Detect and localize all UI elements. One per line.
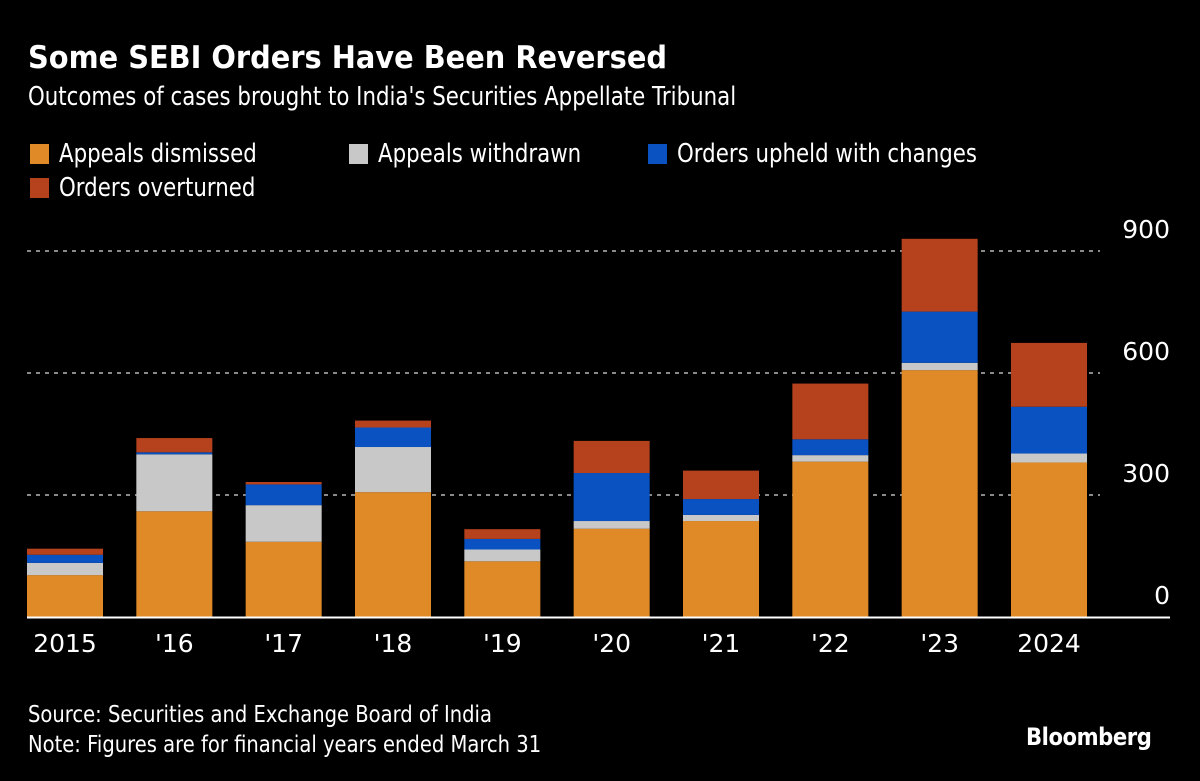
x-tick-label-0: 2015: [33, 629, 97, 658]
bar-segment-orders-overturned-1: [136, 438, 213, 453]
bar-group-0: [27, 548, 103, 617]
bar-group-1: [136, 438, 213, 617]
legend-item-appeals-dismissed: Appeals dismissed: [30, 139, 327, 169]
legend-row-2: Orders overturned: [30, 171, 1030, 205]
bar-segment-appeals-withdrawn-4: [464, 549, 541, 562]
bar-segment-orders-overturned-0: [27, 548, 103, 555]
y-tick-label-900: 900: [1122, 215, 1170, 244]
bar-segment-orders-upheld-with-changes-7: [792, 439, 869, 456]
y-tick-label-600: 600: [1122, 337, 1170, 366]
bar-segment-orders-overturned-2: [245, 481, 322, 485]
bar-segment-appeals-withdrawn-0: [27, 562, 103, 576]
x-tick-label-3: '18: [374, 629, 413, 658]
bar-segment-appeals-dismissed-6: [683, 521, 759, 617]
y-tick-labels: 0 300 600 900: [1122, 215, 1170, 610]
bar-segment-orders-overturned-8: [901, 238, 978, 312]
bar-segment-orders-overturned-9: [1011, 342, 1087, 407]
chart-title: Some SEBI Orders Have Been Reversed: [28, 40, 668, 76]
bar-group-4: [464, 529, 541, 617]
x-tick-label-5: '20: [592, 629, 631, 658]
bar-segment-appeals-withdrawn-1: [136, 454, 213, 512]
bar-segment-appeals-withdrawn-3: [355, 447, 431, 493]
bar-group-7: [792, 383, 869, 617]
x-tick-labels: 2015 '16 '17 '18 '19 '20 '21 '22 '23 2024: [33, 629, 1081, 658]
bar-segment-appeals-withdrawn-9: [1011, 453, 1087, 463]
source-note: Source: Securities and Exchange Board of…: [28, 702, 492, 728]
bar-segment-appeals-withdrawn-6: [683, 514, 759, 522]
bar-group-3: [355, 420, 431, 617]
bar-segment-appeals-dismissed-4: [464, 561, 541, 617]
bar-segment-orders-upheld-with-changes-0: [27, 554, 103, 563]
bar-segment-appeals-dismissed-8: [901, 370, 978, 617]
bar-segment-appeals-withdrawn-2: [245, 505, 322, 542]
bar-segment-orders-overturned-6: [683, 470, 759, 500]
bar-segment-orders-upheld-with-changes-2: [245, 484, 322, 506]
bar-segment-orders-overturned-4: [464, 529, 541, 539]
bar-segment-orders-upheld-with-changes-9: [1011, 406, 1087, 454]
bar-segment-appeals-dismissed-7: [792, 461, 869, 617]
y-tick-label-300: 300: [1122, 459, 1170, 488]
bar-segment-appeals-dismissed-3: [355, 492, 431, 617]
legend: Appeals dismissed Appeals withdrawn Orde…: [30, 137, 1030, 205]
x-tick-label-7: '22: [811, 629, 850, 658]
bar-segment-appeals-withdrawn-5: [573, 521, 650, 529]
y-tick-label-0: 0: [1154, 581, 1170, 610]
bar-group-6: [683, 470, 759, 617]
bar-group-5: [573, 440, 650, 617]
bar-group-9: [1011, 342, 1087, 617]
legend-swatch-orders-overturned: [30, 178, 49, 198]
x-tick-label-4: '19: [483, 629, 522, 658]
bar-segment-orders-upheld-with-changes-5: [573, 473, 650, 522]
legend-label-appeals-dismissed: Appeals dismissed: [59, 139, 257, 169]
bar-segment-appeals-withdrawn-8: [901, 362, 978, 371]
bar-segment-appeals-dismissed-2: [245, 541, 322, 617]
legend-label-appeals-withdrawn: Appeals withdrawn: [378, 139, 582, 169]
legend-swatch-orders-upheld-with-changes: [648, 144, 667, 164]
legend-swatch-appeals-dismissed: [30, 144, 49, 164]
legend-swatch-appeals-withdrawn: [349, 144, 368, 164]
bar-segment-appeals-dismissed-5: [573, 528, 650, 617]
legend-item-appeals-withdrawn: Appeals withdrawn: [349, 139, 626, 169]
x-tick-label-6: '21: [702, 629, 741, 658]
legend-label-orders-overturned: Orders overturned: [59, 173, 256, 203]
chart-subtitle: Outcomes of cases brought to India's Sec…: [28, 82, 737, 112]
footer-notes: Source: Securities and Exchange Board of…: [28, 700, 541, 760]
bar-group-2: [245, 481, 322, 617]
bar-segment-orders-upheld-with-changes-8: [901, 311, 978, 363]
bloomberg-logo: Bloomberg: [1026, 723, 1152, 751]
bar-segment-orders-upheld-with-changes-1: [136, 452, 213, 455]
legend-row-1: Appeals dismissed Appeals withdrawn Orde…: [30, 137, 1030, 171]
x-tick-label-2: '17: [264, 629, 303, 658]
x-tick-label-8: '23: [920, 629, 959, 658]
bar-segment-orders-upheld-with-changes-3: [355, 427, 431, 448]
bar-group-8: [901, 238, 978, 617]
bar-segment-orders-upheld-with-changes-4: [464, 538, 541, 550]
bar-segment-orders-overturned-7: [792, 383, 869, 440]
bar-segment-appeals-dismissed-1: [136, 511, 213, 617]
bars: [27, 238, 1087, 617]
bar-segment-orders-upheld-with-changes-6: [683, 499, 759, 515]
bar-segment-orders-overturned-5: [573, 440, 650, 474]
legend-label-orders-upheld-with-changes: Orders upheld with changes: [677, 139, 977, 169]
legend-item-orders-upheld-with-changes: Orders upheld with changes: [648, 139, 1037, 169]
bar-segment-appeals-withdrawn-7: [792, 455, 869, 462]
footnote: Note: Figures are for financial years en…: [28, 732, 542, 758]
x-tick-label-9: 2024: [1017, 629, 1081, 658]
bar-segment-appeals-dismissed-9: [1011, 462, 1087, 617]
legend-item-orders-overturned: Orders overturned: [30, 173, 319, 203]
x-tick-label-1: '16: [155, 629, 194, 658]
bar-segment-orders-overturned-3: [355, 420, 431, 428]
bar-segment-appeals-dismissed-0: [27, 575, 103, 617]
